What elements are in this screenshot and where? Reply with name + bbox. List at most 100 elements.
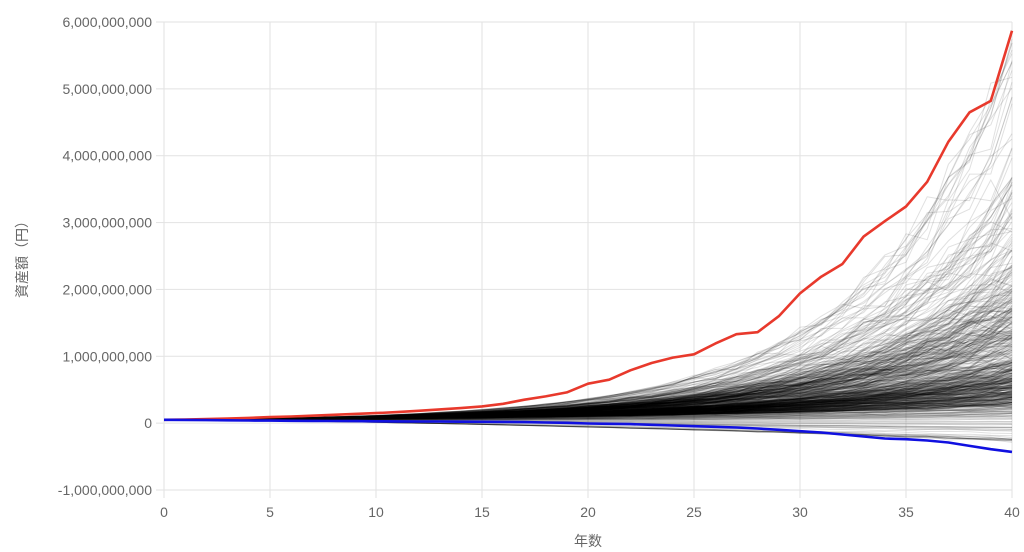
- simulation-path: [163, 383, 1013, 421]
- simulation-path: [163, 394, 1013, 421]
- simulation-path: [163, 402, 1013, 421]
- x-axis-tick-labels: 0 5 10 15 20 25 30 35 40: [160, 504, 1020, 520]
- simulation-path: [163, 378, 1013, 421]
- simulation-path: [163, 330, 1013, 421]
- simulation-path: [163, 380, 1013, 421]
- simulation-path: [163, 389, 1013, 421]
- simulation-path: [163, 362, 1013, 421]
- simulation-path: [163, 374, 1013, 421]
- simulation-path: [163, 338, 1013, 421]
- simulation-path: [163, 379, 1013, 421]
- simulation-path: [163, 361, 1013, 421]
- simulation-path: [163, 393, 1013, 421]
- simulation-path: [163, 380, 1013, 421]
- simulation-path: [163, 87, 1013, 421]
- simulation-path: [163, 377, 1013, 421]
- simulation-path: [163, 391, 1013, 421]
- simulation-path: [163, 250, 1013, 421]
- simulation-path: [164, 410, 1013, 421]
- simulation-path: [163, 392, 1013, 421]
- simulation-path: [163, 367, 1013, 421]
- simulation-path: [163, 387, 1013, 421]
- simulation-path: [163, 392, 1013, 421]
- simulation-path: [163, 365, 1013, 421]
- simulation-path: [163, 290, 1013, 421]
- simulation-path: [164, 412, 1013, 421]
- simulation-path: [163, 398, 1013, 421]
- simulation-path: [163, 53, 1013, 421]
- simulation-path: [163, 378, 1013, 421]
- simulation-path: [163, 309, 1013, 421]
- simulation-path: [163, 302, 1013, 421]
- simulation-path: [163, 400, 1013, 421]
- simulation-path: [163, 361, 1013, 421]
- simulation-path: [163, 367, 1013, 421]
- simulation-path: [163, 377, 1013, 421]
- simulation-path: [163, 390, 1013, 421]
- simulation-path: [163, 400, 1013, 421]
- simulation-path: [163, 138, 1013, 421]
- simulation-path: [164, 408, 1013, 421]
- simulation-path: [163, 384, 1013, 421]
- simulation-path: [163, 228, 1013, 421]
- simulation-path: [163, 403, 1013, 421]
- simulation-path: [163, 388, 1013, 421]
- simulation-path: [163, 383, 1013, 421]
- simulation-path: [163, 398, 1013, 421]
- simulation-path: [163, 386, 1013, 421]
- simulation-path: [163, 367, 1013, 421]
- simulation-path: [163, 377, 1013, 421]
- y-axis-title: 資産額（円）: [15, 214, 31, 298]
- simulation-path: [163, 398, 1013, 421]
- simulation-path: [163, 334, 1013, 421]
- simulation-path: [163, 400, 1013, 421]
- simulation-path: [163, 399, 1013, 421]
- simulation-path: [163, 396, 1013, 421]
- simulation-path: [163, 377, 1013, 421]
- simulation-path: [163, 380, 1013, 421]
- simulation-path: [163, 366, 1013, 421]
- simulation-path: [163, 249, 1013, 421]
- simulation-path: [163, 348, 1013, 421]
- simulation-path: [163, 340, 1013, 421]
- simulation-path: [163, 344, 1013, 421]
- simulation-path: [164, 407, 1013, 421]
- simulation-path: [164, 412, 1013, 421]
- simulation-path: [163, 377, 1013, 421]
- simulation-paths: [163, 38, 1013, 443]
- simulation-path: [163, 398, 1013, 421]
- simulation-path: [163, 276, 1013, 421]
- simulation-path: [164, 402, 1013, 421]
- simulation-path: [163, 393, 1013, 421]
- simulation-path: [163, 361, 1013, 421]
- simulation-path: [163, 236, 1013, 421]
- simulation-path: [163, 337, 1013, 421]
- simulation-path: [163, 391, 1013, 421]
- simulation-path: [163, 378, 1013, 421]
- simulation-path: [163, 383, 1013, 421]
- simulation-path: [163, 390, 1013, 421]
- simulation-path: [163, 231, 1013, 421]
- simulation-path: [163, 382, 1013, 421]
- simulation-path: [163, 336, 1013, 421]
- simulation-path: [163, 277, 1013, 421]
- simulation-path: [163, 375, 1013, 421]
- simulation-path: [163, 344, 1013, 421]
- simulation-path: [163, 348, 1013, 421]
- simulation-path: [163, 178, 1013, 421]
- simulation-path: [164, 409, 1013, 421]
- simulation-path: [163, 361, 1013, 421]
- simulation-path: [163, 396, 1013, 421]
- simulation-path: [163, 283, 1013, 421]
- simulation-path: [164, 411, 1013, 421]
- simulation-path: [163, 391, 1013, 421]
- simulation-path: [163, 374, 1013, 421]
- simulation-path: [163, 313, 1013, 421]
- simulation-path: [163, 62, 1013, 421]
- simulation-path: [163, 395, 1013, 421]
- simulation-path: [163, 393, 1012, 421]
- simulation-path: [163, 398, 1013, 421]
- simulation-path: [163, 372, 1013, 421]
- simulation-path: [163, 375, 1013, 421]
- simulation-path: [163, 391, 1013, 421]
